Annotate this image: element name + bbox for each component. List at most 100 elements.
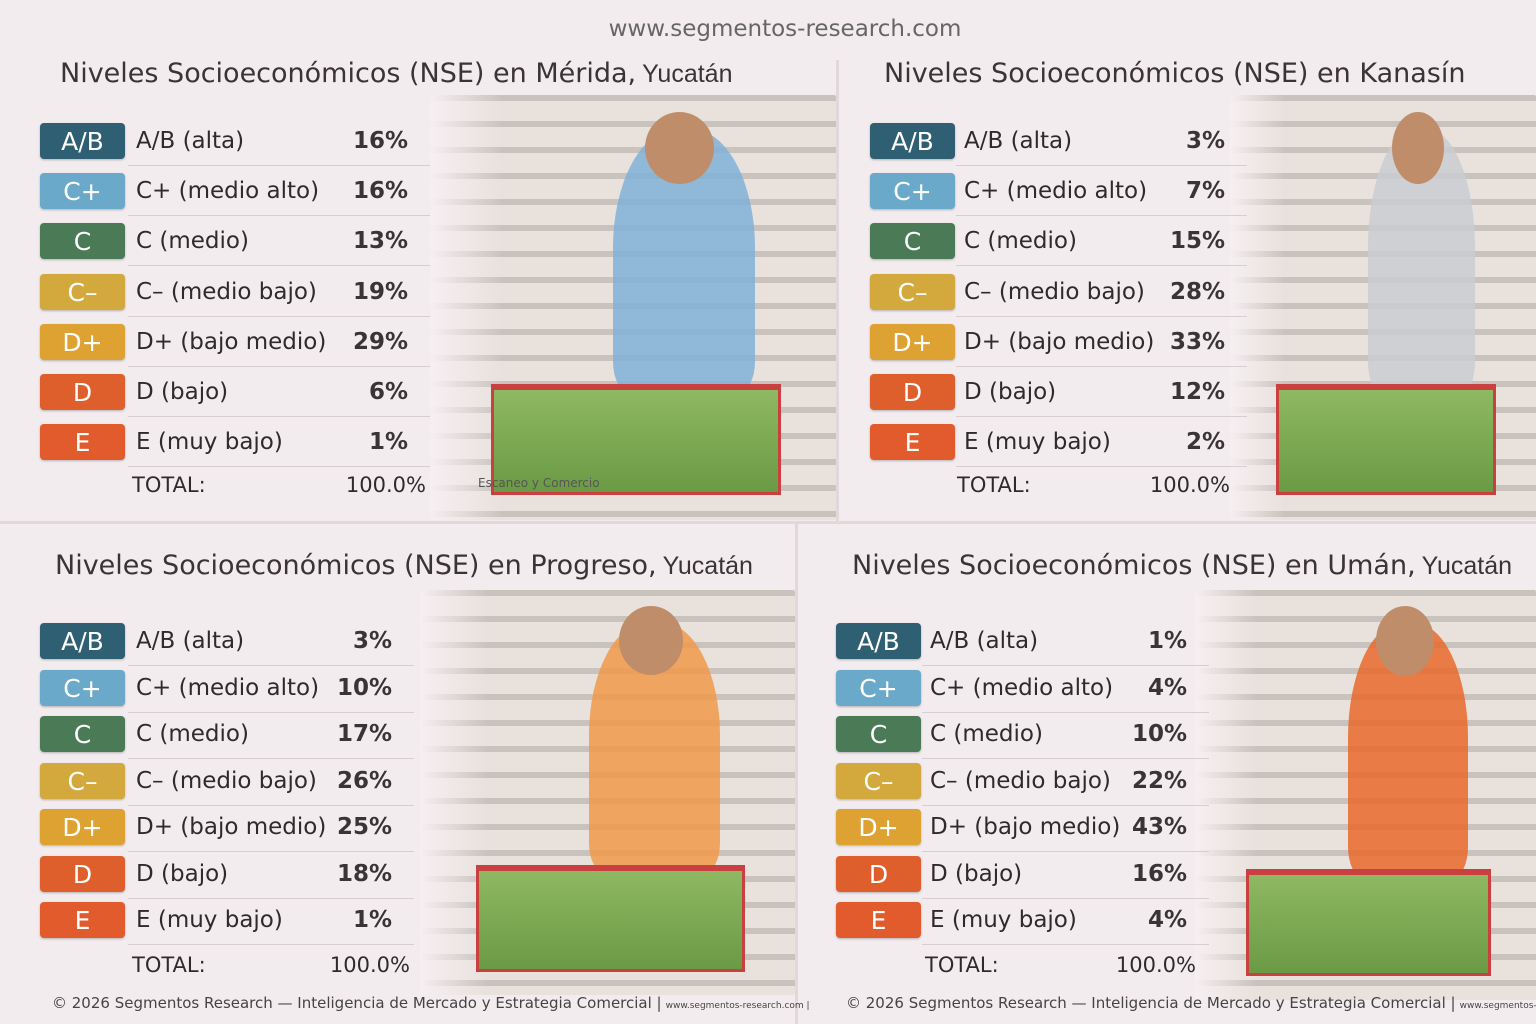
nse-value: 10% [1131,721,1187,747]
row-rule [128,165,430,166]
row-rule [922,758,1209,759]
shopper-head [1375,606,1434,677]
title-suffix: Yucatán [662,552,753,580]
row-rule [956,165,1247,166]
nse-label: C+ (medio alto) [930,674,1114,701]
cart [476,865,745,972]
nse-label: D+ (bajo medio) [136,814,327,840]
photo [420,590,795,995]
nse-badge: C+ [870,173,955,210]
nse-value: 18% [336,860,392,887]
nse-label: D (bajo) [136,379,229,405]
row-rule [128,897,414,899]
nse-badge: C– [836,762,921,799]
cart [490,384,782,495]
nse-label: C (medio) [136,721,249,747]
total-label: TOTAL: [132,953,206,977]
nse-value: 43% [1131,814,1187,840]
footer-site: www.segmentos-research.com | [1459,1001,1536,1011]
row-rule [128,758,414,759]
nse-badge: C– [40,273,125,310]
panel-title: Niveles Socioeconómicos (NSE) en Progres… [55,550,753,581]
nse-value: 1% [368,429,408,456]
nse-value: 15% [1169,228,1225,255]
row-rule [128,215,430,217]
photo [430,95,836,520]
row-rule [956,265,1247,267]
nse-value: 29% [352,328,408,355]
row-rule [128,315,430,317]
title-suffix: Yucatán [1421,552,1513,580]
nse-label: C– (medio bajo) [930,767,1111,794]
total-label: TOTAL: [132,473,206,497]
nse-label: C+ (medio alto) [964,178,1148,205]
nse-label: D+ (bajo medio) [964,328,1155,355]
panel-title: Niveles Socioeconómicos (NSE) en Mérida,… [60,58,733,89]
nse-badge: D [40,374,125,410]
nse-value: 3% [1185,128,1225,154]
cart [1246,868,1491,977]
footer: © 2026 Segmentos Research — Inteligencia… [52,994,810,1012]
row-rule [128,265,430,267]
nse-badge: D+ [40,323,125,360]
nse-badge: C [870,223,955,260]
nse-value: 7% [1185,178,1225,205]
nse-value: 25% [336,814,392,840]
nse-badge: A/B [40,123,125,159]
nse-label: E (muy bajo) [964,429,1111,456]
row-rule [128,711,414,713]
nse-label: C (medio) [964,228,1077,255]
row-rule [956,365,1247,367]
nse-badge: C+ [836,669,921,706]
nse-label: A/B (alta) [136,128,245,154]
nse-badge: E [870,424,955,461]
total-value: 100.0% [345,473,426,497]
row-rule [922,804,1209,806]
row-rule [128,416,430,417]
row-rule [922,944,1209,945]
cart [1275,384,1497,495]
panel-title: Niveles Socioeconómicos (NSE) en Umán, Yu… [852,550,1513,581]
photo [1195,590,1536,1000]
nse-badge: E [40,902,125,938]
nse-badge: E [40,424,125,461]
nse-value: 1% [1147,628,1187,654]
nse-label: D (bajo) [930,860,1023,887]
row-rule [128,365,430,367]
nse-label: D+ (bajo medio) [136,328,327,355]
footer-site: www.segmentos-research.com | [665,1001,810,1011]
nse-label: D (bajo) [136,860,229,887]
nse-badge: C [836,716,921,752]
nse-badge: D [870,374,955,410]
total-value: 100.0% [329,953,410,977]
divider [836,60,839,522]
row-rule [128,665,414,666]
row-rule [922,897,1209,899]
nse-label: C+ (medio alto) [136,674,320,701]
nse-value: 1% [352,907,392,933]
nse-value: 3% [352,628,392,654]
total-label: TOTAL: [925,953,999,977]
footer: © 2026 Segmentos Research — Inteligencia… [846,994,1536,1012]
total-label: TOTAL: [957,473,1031,497]
shopper-head [645,112,715,185]
nse-label: A/B (alta) [930,628,1039,654]
nse-badge: A/B [870,123,955,159]
nse-label: A/B (alta) [136,628,245,654]
divider [795,524,798,1024]
photo [1230,95,1536,520]
nse-badge: A/B [40,623,125,659]
nse-badge: C [40,223,125,260]
nse-label: C– (medio bajo) [964,278,1145,305]
row-rule [922,711,1209,713]
row-rule [128,804,414,806]
nse-value: 6% [368,379,408,405]
nse-value: 16% [352,178,408,205]
nse-badge: C– [870,273,955,310]
row-rule [128,944,414,945]
total-value: 100.0% [1149,473,1230,497]
nse-label: C– (medio bajo) [136,767,317,794]
nse-badge: C– [40,762,125,799]
nse-value: 33% [1169,328,1225,355]
